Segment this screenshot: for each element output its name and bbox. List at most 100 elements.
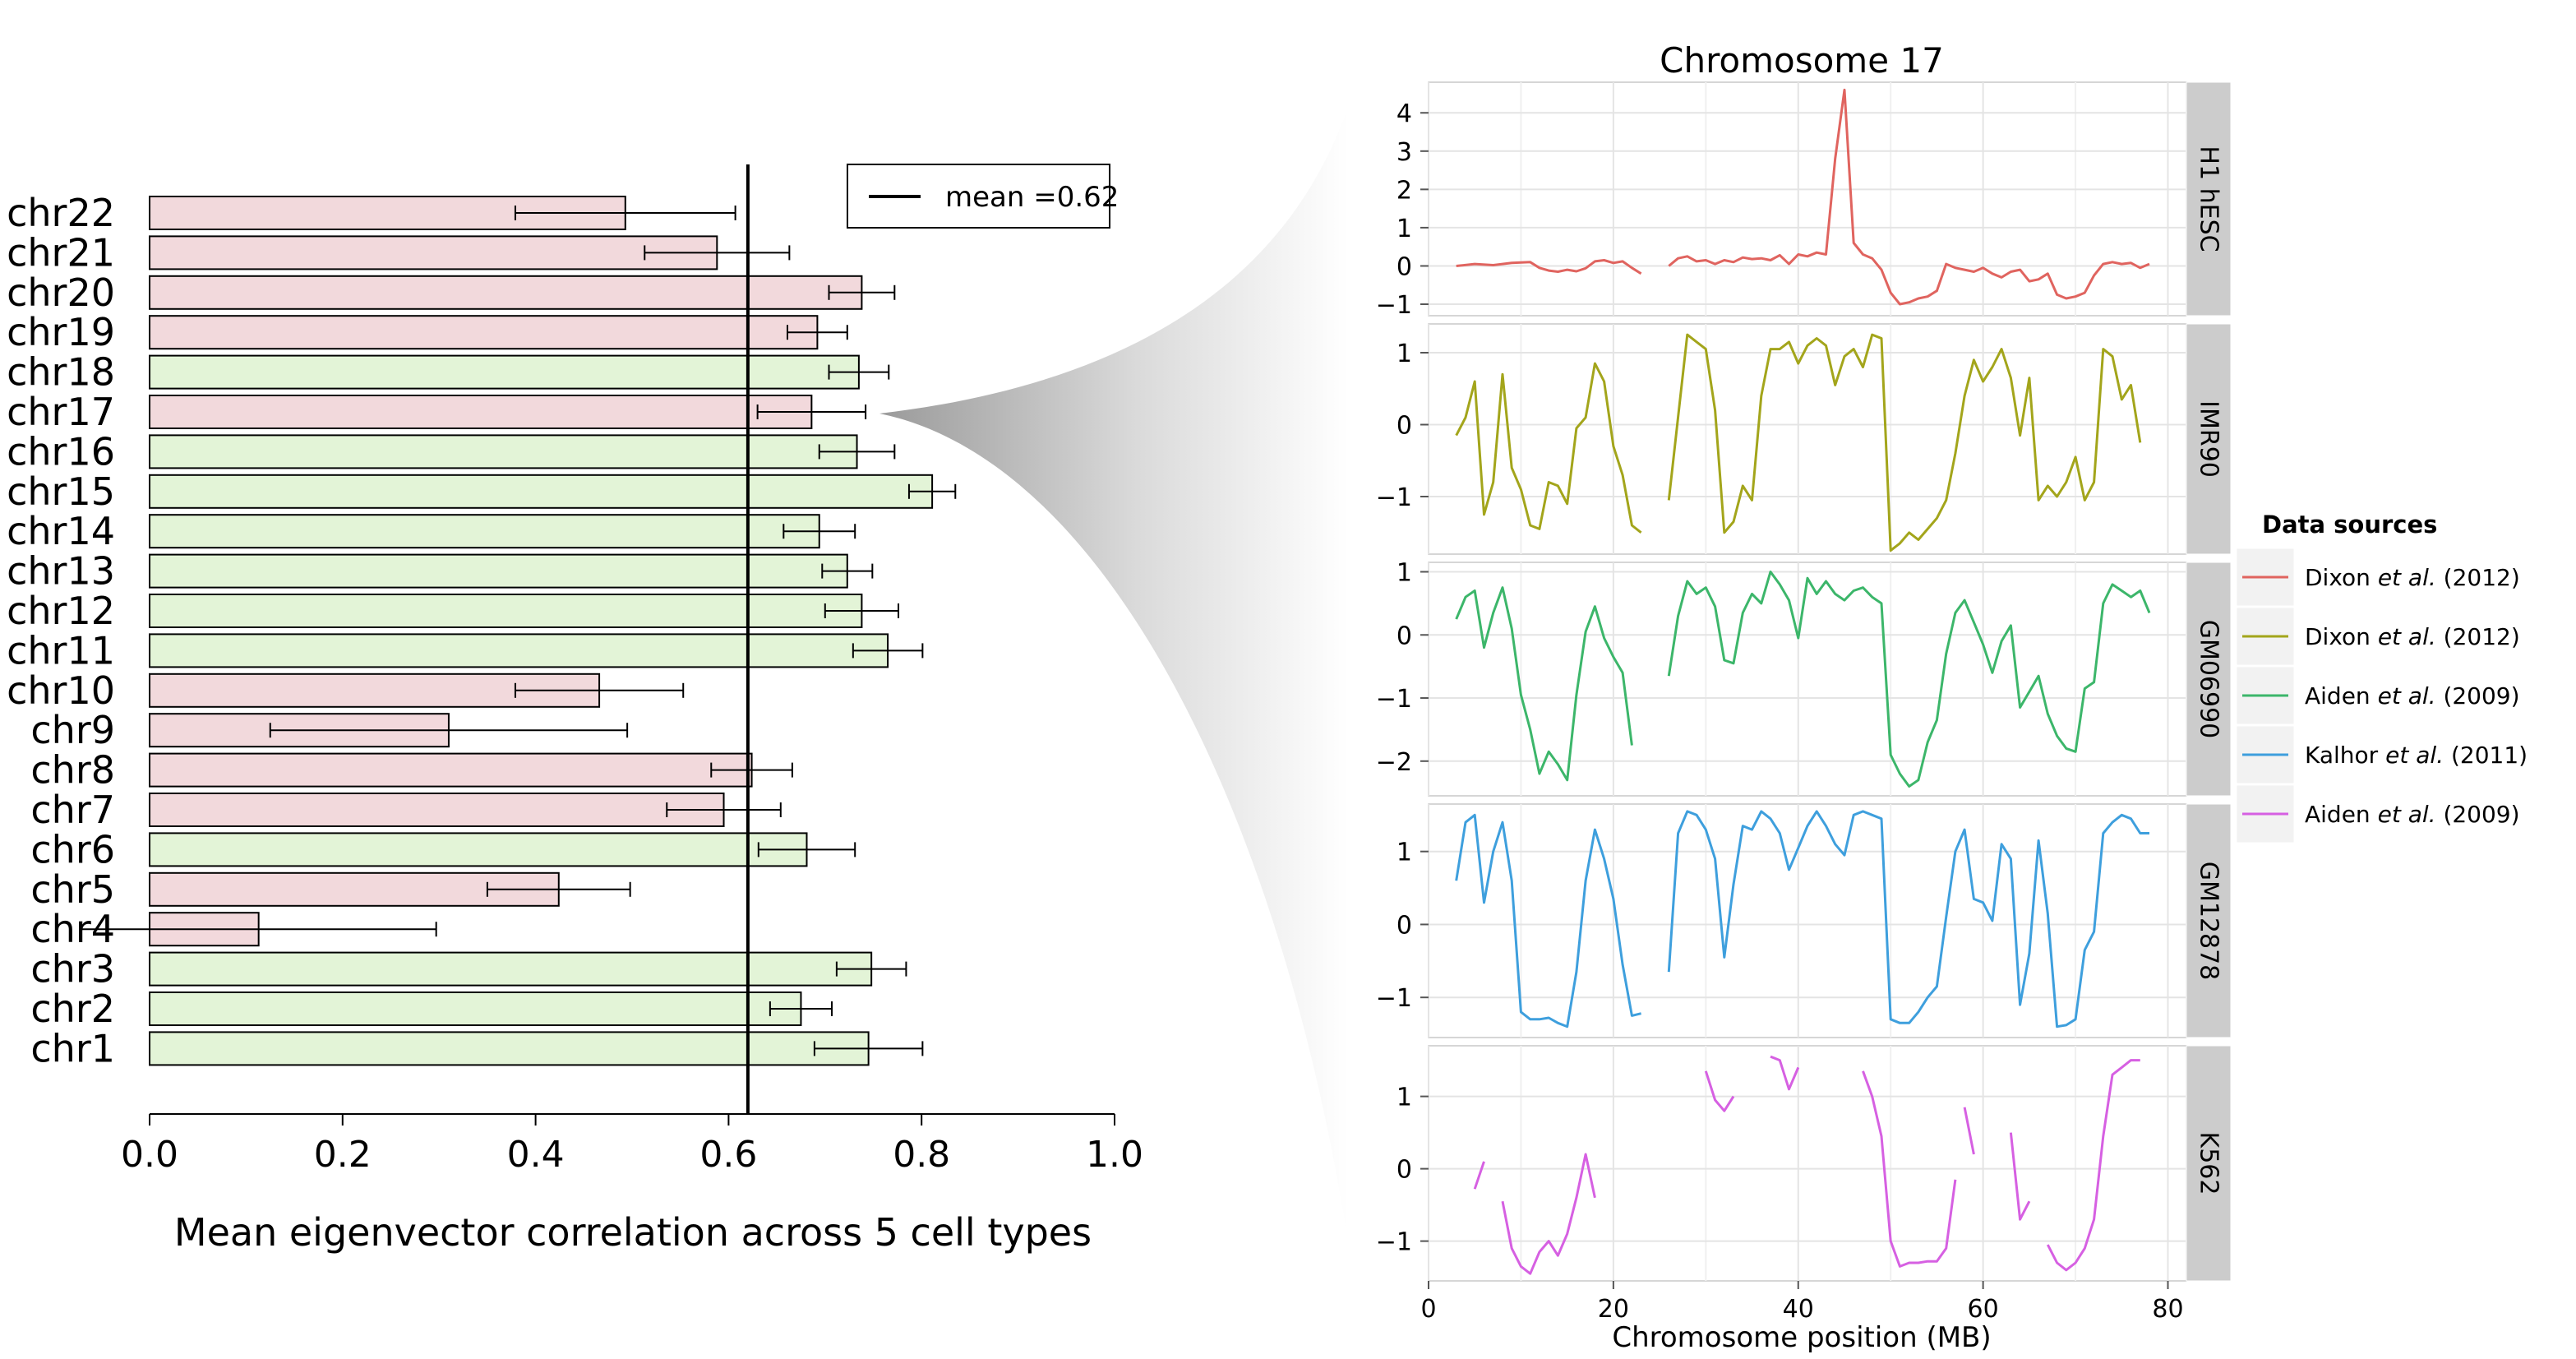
- bar-chr19: [149, 315, 819, 350]
- zoom-connector: [879, 107, 1348, 1241]
- error-bar-chr16: [818, 444, 896, 460]
- facet-strip: [2186, 323, 2232, 555]
- bar-chr10: [149, 673, 601, 708]
- legend-title: Data sources: [2262, 511, 2437, 539]
- bar-error-bars: [80, 206, 957, 1056]
- y-tick-label: 3: [1396, 138, 1412, 167]
- legend-entry: Aiden et al. (2009): [2305, 682, 2520, 710]
- panel-background: [1428, 323, 2187, 555]
- series-line-segment: [1455, 813, 1641, 1028]
- x-tick-label: 0.6: [699, 1134, 757, 1176]
- legend-entry: Aiden et al. (2009): [2305, 801, 2520, 828]
- bar-chr3: [149, 951, 873, 987]
- bar-axis: 0.0 0.2 0.4 0.6 0.8 1.0: [121, 1113, 1143, 1176]
- bar-chr15: [149, 474, 934, 509]
- bar-chr18: [149, 354, 860, 390]
- error-bar-chr2: [769, 1001, 833, 1016]
- bar-chr14: [149, 514, 820, 549]
- x-tick-label: 80: [2152, 1295, 2183, 1324]
- bar-chr11: [149, 633, 889, 668]
- series-line-segment: [1667, 333, 2142, 552]
- series-line-segment: [1668, 88, 2150, 306]
- category-label: chr18: [7, 350, 115, 395]
- legend-entry: Dixon et al. (2012): [2305, 564, 2520, 591]
- y-tick-label: 0: [1396, 1156, 1412, 1185]
- y-tick-label: 1: [1396, 1084, 1412, 1112]
- error-bar-chr9: [269, 723, 629, 738]
- y-tick-label: 4: [1396, 99, 1412, 128]
- x-tick-label: 0.0: [121, 1134, 178, 1176]
- panel-background: [1428, 803, 2187, 1038]
- error-bar-chr22: [514, 206, 736, 220]
- category-label: chr9: [30, 708, 115, 752]
- x-tick-label: 40: [1783, 1295, 1814, 1324]
- error-bar-chr13: [821, 563, 874, 579]
- error-bar-chr15: [907, 483, 957, 499]
- error-bar-chr12: [824, 603, 900, 618]
- bar-chart: 0.0 0.2 0.4 0.6 0.8 1.0 chr1chr2chr3chr4chr5c…: [7, 164, 1143, 1255]
- bar-category-labels: chr1chr2chr3chr4chr5chr6chr7chr8chr9chr1…: [7, 191, 115, 1070]
- facet-label: IMR90: [2195, 400, 2223, 478]
- facet-strip: [2186, 803, 2232, 1038]
- error-bar-chr11: [852, 643, 924, 659]
- legend-entry: Kalhor et al. (2011): [2305, 742, 2528, 769]
- facet-strip: [2186, 81, 2232, 317]
- series-line-segment: [2009, 1132, 2031, 1221]
- category-label: chr13: [7, 549, 115, 594]
- y-tick-label: −1: [1376, 1228, 1412, 1257]
- panel-background: [1428, 562, 2187, 797]
- error-bar-chr3: [835, 961, 907, 977]
- series-line-segment: [1862, 1070, 1957, 1268]
- error-bar-chr7: [666, 802, 782, 817]
- y-tick-label: −1: [1376, 984, 1412, 1013]
- category-label: chr15: [7, 469, 115, 514]
- error-bar-chr4: [80, 922, 437, 937]
- facet-h1-hesc: −1 0 1 2 3 4 H1 hESC: [1376, 81, 2232, 320]
- bar-x-axis-title: Mean eigenvector correlation across 5 ce…: [174, 1210, 1092, 1255]
- bar-chr16: [149, 434, 858, 469]
- category-label: chr11: [7, 628, 115, 673]
- error-bar-chr14: [782, 524, 856, 539]
- category-label: chr20: [7, 270, 115, 315]
- y-tick-label: −1: [1376, 685, 1412, 714]
- series-line-segment: [1455, 586, 1633, 782]
- category-label: chr21: [7, 230, 115, 275]
- error-bar-chr21: [644, 245, 791, 261]
- facet-label: GM12878: [2195, 862, 2223, 981]
- category-label: chr22: [7, 191, 115, 235]
- x-tick-label: 0.2: [314, 1134, 372, 1176]
- facet-gm12878: −1 0 1 GM12878: [1376, 803, 2232, 1038]
- bar-chr20: [149, 275, 863, 310]
- series-line-segment: [2046, 1059, 2140, 1272]
- x-tick-label: 60: [1968, 1295, 1999, 1324]
- facet-k562: −1 0 1 K562: [1376, 1045, 2232, 1282]
- y-tick-label: −1: [1376, 291, 1412, 320]
- y-tick-label: 2: [1396, 176, 1412, 205]
- category-label: chr1: [30, 1026, 115, 1070]
- category-label: chr12: [7, 589, 115, 633]
- facet-panels: −1 0 1 2 3 4 H1 hESC −1 0 1 IMR90 −2 −1 0 1 GM06990 −1 0 1…: [1376, 81, 2232, 1282]
- panel-background: [1428, 1045, 2187, 1282]
- category-label: chr6: [30, 827, 115, 871]
- facet-imr90: −1 0 1 IMR90: [1376, 323, 2232, 555]
- y-tick-label: 1: [1396, 340, 1412, 368]
- series-line-segment: [1667, 810, 2149, 1028]
- category-label: chr2: [30, 987, 115, 1031]
- error-bar-chr10: [514, 682, 685, 698]
- y-tick-label: 0: [1396, 911, 1412, 940]
- bar-chr21: [149, 235, 718, 270]
- line-x-axis: 0 20 40 60 80: [1420, 1281, 2184, 1324]
- category-label: chr10: [7, 668, 115, 713]
- bar-chr6: [149, 832, 808, 867]
- facet-strip: [2186, 562, 2232, 797]
- legend-entry: Dixon et al. (2012): [2305, 623, 2520, 650]
- line-chart-title: Chromosome 17: [1660, 40, 1944, 81]
- y-tick-label: 0: [1396, 252, 1412, 281]
- bar-chr17: [149, 395, 813, 429]
- series-line-segment: [1501, 1153, 1596, 1275]
- category-label: chr19: [7, 310, 115, 354]
- series-line-segment: [1770, 1055, 1800, 1091]
- error-bar-chr6: [757, 842, 856, 857]
